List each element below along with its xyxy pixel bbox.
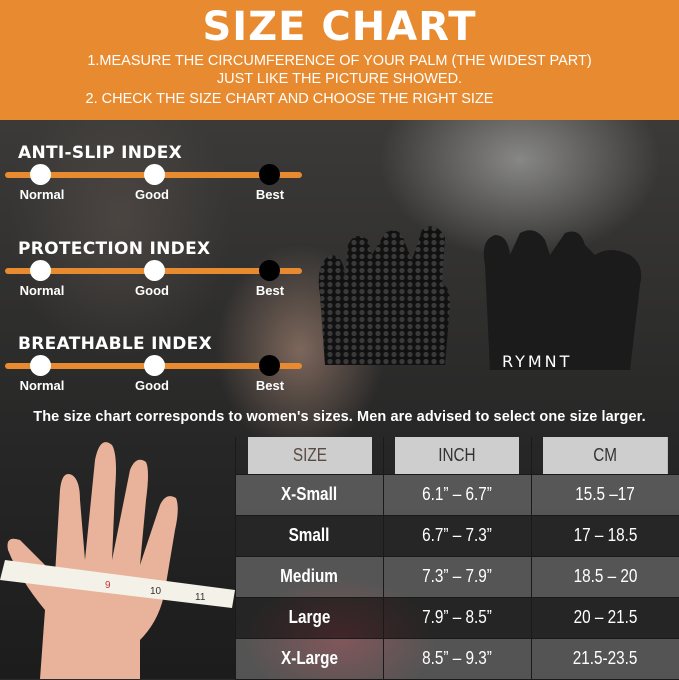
size-note: The size chart corresponds to women's si… bbox=[0, 409, 679, 425]
inch-cell: 8.5” – 9.3” bbox=[422, 648, 492, 669]
size-cell: Medium bbox=[281, 566, 339, 587]
size-cell: X-Small bbox=[281, 484, 337, 505]
level-dot-best-selected bbox=[259, 355, 280, 376]
instruction-1: 1.MEASURE THE CIRCUMFERENCE OF YOUR PALM… bbox=[0, 53, 679, 69]
level-dot-good bbox=[144, 355, 165, 376]
level-label: Best bbox=[256, 187, 284, 202]
column-header-inch: INCH bbox=[394, 437, 520, 474]
inch-cell: 7.9” – 8.5” bbox=[422, 607, 492, 628]
header-banner: SIZE CHART 1.MEASURE THE CIRCUMFERENCE O… bbox=[0, 0, 679, 120]
level-label: Good bbox=[135, 283, 169, 298]
table-header-row: SIZE INCH CM bbox=[236, 437, 679, 474]
inch-cell: 7.3” – 7.9” bbox=[422, 566, 492, 587]
cm-cell: 15.5 –17 bbox=[576, 484, 636, 505]
level-dot-normal bbox=[30, 355, 51, 376]
table-row: Large 7.9” – 8.5” 20 – 21.5 bbox=[236, 597, 679, 638]
page-title: SIZE CHART bbox=[0, 4, 679, 50]
breathable-index: BREATHABLE INDEX Normal Good Best bbox=[0, 334, 310, 414]
table-row: Medium 7.3” – 7.9” 18.5 – 20 bbox=[236, 556, 679, 597]
cm-cell: 18.5 – 20 bbox=[573, 566, 637, 587]
tape-number: 10 bbox=[150, 586, 162, 597]
table-row: X-Small 6.1” – 6.7” 15.5 –17 bbox=[236, 474, 679, 515]
inch-cell: 6.7” – 7.3” bbox=[422, 525, 492, 546]
size-cell: Small bbox=[289, 525, 330, 546]
cm-cell: 21.5-23.5 bbox=[573, 648, 638, 669]
column-header-size: SIZE bbox=[247, 437, 373, 474]
index-title: BREATHABLE INDEX bbox=[18, 334, 212, 354]
level-label: Best bbox=[256, 283, 284, 298]
inch-cell: 6.1” – 6.7” bbox=[422, 484, 492, 505]
level-dot-good bbox=[144, 164, 165, 185]
index-title: PROTECTION INDEX bbox=[18, 239, 210, 259]
level-label: Best bbox=[256, 378, 284, 393]
tape-number: 9 bbox=[105, 580, 111, 591]
level-label: Good bbox=[135, 187, 169, 202]
anti-slip-index: ANTI-SLIP INDEX Normal Good Best bbox=[0, 143, 310, 223]
hand-measuring-image: 9 10 11 bbox=[0, 430, 240, 679]
instruction-1-cont: JUST LIKE THE PICTURE SHOWED. bbox=[0, 71, 679, 87]
level-dot-best-selected bbox=[259, 164, 280, 185]
cm-cell: 17 – 18.5 bbox=[573, 525, 637, 546]
cm-cell: 20 – 21.5 bbox=[573, 607, 637, 628]
level-dot-normal bbox=[30, 164, 51, 185]
back-glove-icon bbox=[484, 230, 642, 370]
level-label: Normal bbox=[20, 378, 65, 393]
level-label: Normal bbox=[20, 283, 65, 298]
hand-icon bbox=[8, 442, 178, 679]
size-cell: X-Large bbox=[281, 648, 338, 669]
brand-logo: RYMNT bbox=[502, 352, 572, 371]
gloves-product-image: RYMNT bbox=[310, 225, 679, 405]
tape-number: 11 bbox=[195, 592, 206, 603]
table-row: Small 6.7” – 7.3” 17 – 18.5 bbox=[236, 515, 679, 556]
index-title: ANTI-SLIP INDEX bbox=[18, 143, 182, 163]
column-header-cm: CM bbox=[542, 437, 668, 474]
instruction-2: 2. CHECK THE SIZE CHART AND CHOOSE THE R… bbox=[0, 91, 629, 107]
level-label: Good bbox=[135, 378, 169, 393]
level-dot-normal bbox=[30, 260, 51, 281]
table-row: X-Large 8.5” – 9.3” 21.5-23.5 bbox=[236, 638, 679, 679]
level-label: Normal bbox=[20, 187, 65, 202]
protection-index: PROTECTION INDEX Normal Good Best bbox=[0, 239, 310, 319]
level-dot-best-selected bbox=[259, 260, 280, 281]
level-dot-good bbox=[144, 260, 165, 281]
size-cell: Large bbox=[289, 607, 331, 628]
